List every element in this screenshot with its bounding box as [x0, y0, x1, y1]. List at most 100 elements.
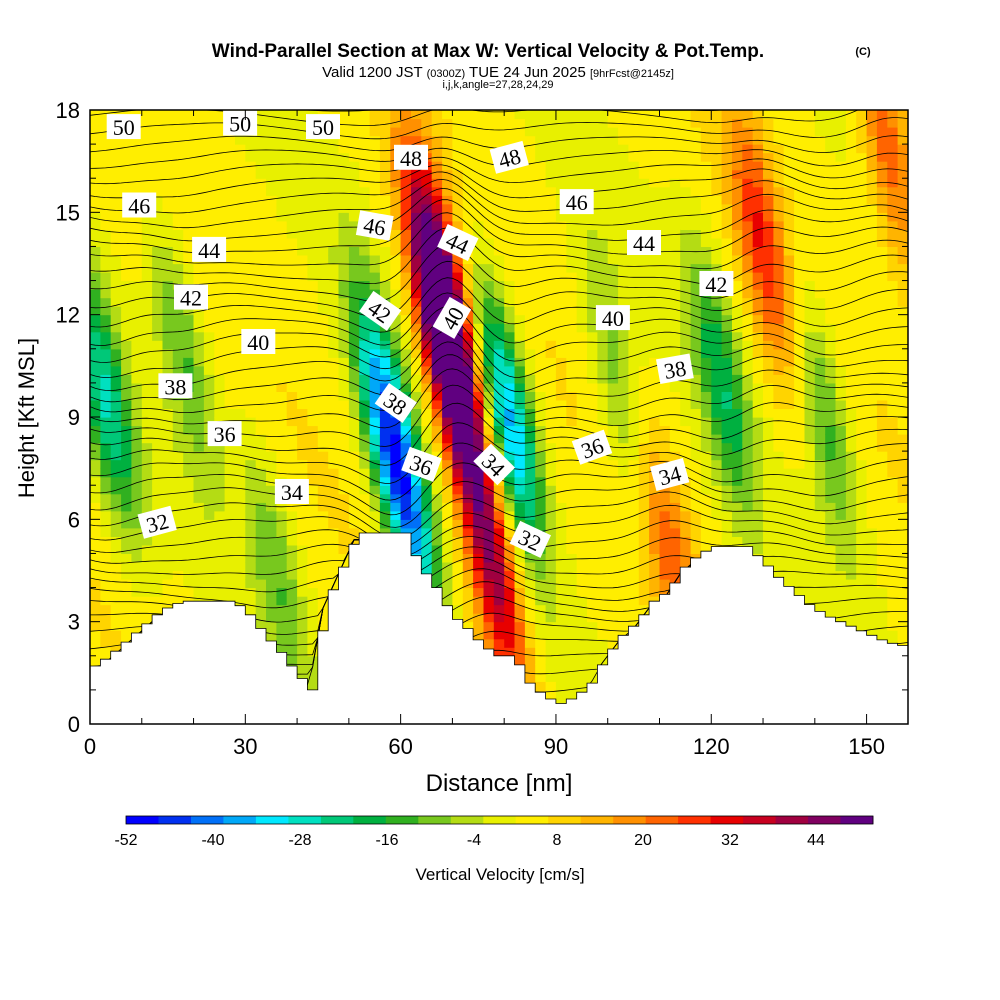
velocity-cell	[214, 579, 226, 589]
velocity-cell	[338, 263, 350, 273]
velocity-cell	[90, 502, 101, 512]
velocity-cell	[131, 510, 143, 520]
velocity-cell	[131, 323, 143, 333]
velocity-cell	[566, 596, 578, 606]
velocity-cell	[193, 527, 205, 537]
velocity-cell	[752, 272, 764, 282]
velocity-cell	[348, 459, 360, 469]
velocity-cell	[193, 459, 205, 469]
velocity-cell	[183, 237, 195, 247]
velocity-cell	[452, 434, 464, 444]
velocity-cell	[90, 144, 101, 154]
velocity-cell	[669, 263, 681, 273]
velocity-cell	[711, 255, 723, 265]
velocity-cell	[535, 229, 547, 239]
velocity-cell	[276, 451, 288, 461]
velocity-cell	[493, 579, 505, 589]
velocity-cell	[514, 493, 526, 503]
velocity-cell	[545, 118, 557, 128]
velocity-cell	[141, 391, 153, 401]
velocity-cell	[266, 536, 277, 546]
velocity-cell	[131, 493, 143, 503]
velocity-cell	[162, 331, 174, 341]
velocity-cell	[338, 536, 350, 546]
velocity-cell	[576, 135, 588, 145]
velocity-cell	[587, 110, 598, 120]
velocity-cell	[473, 536, 485, 546]
velocity-cell	[483, 178, 495, 188]
velocity-cell	[773, 459, 785, 469]
velocity-cell	[587, 579, 598, 589]
velocity-cell	[587, 220, 598, 230]
velocity-cell	[276, 638, 288, 648]
velocity-cell	[752, 110, 764, 120]
velocity-cell	[286, 220, 298, 230]
velocity-cell	[297, 459, 309, 469]
velocity-cell	[700, 399, 712, 409]
velocity-cell	[700, 459, 712, 469]
velocity-cell	[742, 391, 754, 401]
velocity-cell	[286, 246, 298, 256]
velocity-cell	[307, 331, 319, 341]
velocity-cell	[555, 553, 567, 563]
velocity-cell	[763, 357, 774, 367]
velocity-cell	[607, 203, 619, 213]
velocity-cell	[566, 399, 578, 409]
velocity-cell	[732, 255, 743, 265]
velocity-cell	[224, 169, 236, 179]
velocity-cell	[587, 306, 598, 316]
velocity-cell	[773, 502, 785, 512]
velocity-cell	[524, 186, 536, 196]
velocity-cell	[431, 110, 443, 120]
velocity-cell	[587, 374, 598, 384]
velocity-cell	[245, 451, 257, 461]
velocity-cell	[638, 178, 650, 188]
velocity-cell	[183, 220, 195, 230]
velocity-cell	[452, 399, 464, 409]
velocity-cell	[669, 510, 681, 520]
velocity-cell	[524, 135, 536, 145]
velocity-cell	[680, 544, 692, 554]
velocity-cell	[628, 169, 640, 179]
velocity-cell	[607, 161, 619, 171]
velocity-cell	[628, 451, 640, 461]
velocity-cell	[618, 365, 630, 375]
velocity-cell	[576, 399, 588, 409]
velocity-cell	[328, 493, 340, 503]
velocity-cell	[328, 289, 340, 299]
velocity-cell	[452, 596, 464, 606]
velocity-cell	[400, 476, 412, 486]
velocity-cell	[618, 263, 630, 273]
velocity-cell	[535, 442, 547, 452]
velocity-cell	[317, 161, 329, 171]
velocity-cell	[359, 144, 371, 154]
velocity-cell	[162, 161, 174, 171]
velocity-cell	[411, 365, 422, 375]
velocity-cell	[411, 536, 422, 546]
velocity-cell	[121, 544, 133, 554]
velocity-cell	[483, 229, 495, 239]
velocity-cell	[452, 263, 464, 273]
velocity-cell	[763, 510, 774, 520]
velocity-cell	[307, 229, 319, 239]
velocity-cell	[587, 468, 598, 478]
velocity-cell	[504, 613, 516, 623]
velocity-cell	[732, 144, 743, 154]
velocity-cell	[131, 365, 143, 375]
velocity-cell	[172, 152, 184, 162]
velocity-cell	[121, 348, 133, 358]
velocity-cell	[90, 297, 101, 307]
velocity-cell	[783, 519, 795, 529]
velocity-cell	[711, 348, 723, 358]
velocity-cell	[628, 186, 640, 196]
velocity-cell	[141, 562, 153, 572]
velocity-cell	[690, 255, 702, 265]
velocity-cell	[711, 246, 723, 256]
velocity-cell	[483, 152, 495, 162]
velocity-cell	[462, 502, 474, 512]
velocity-cell	[369, 340, 381, 350]
velocity-cell	[452, 186, 464, 196]
velocity-cell	[286, 451, 298, 461]
velocity-cell	[794, 263, 806, 273]
velocity-cell	[752, 118, 764, 128]
